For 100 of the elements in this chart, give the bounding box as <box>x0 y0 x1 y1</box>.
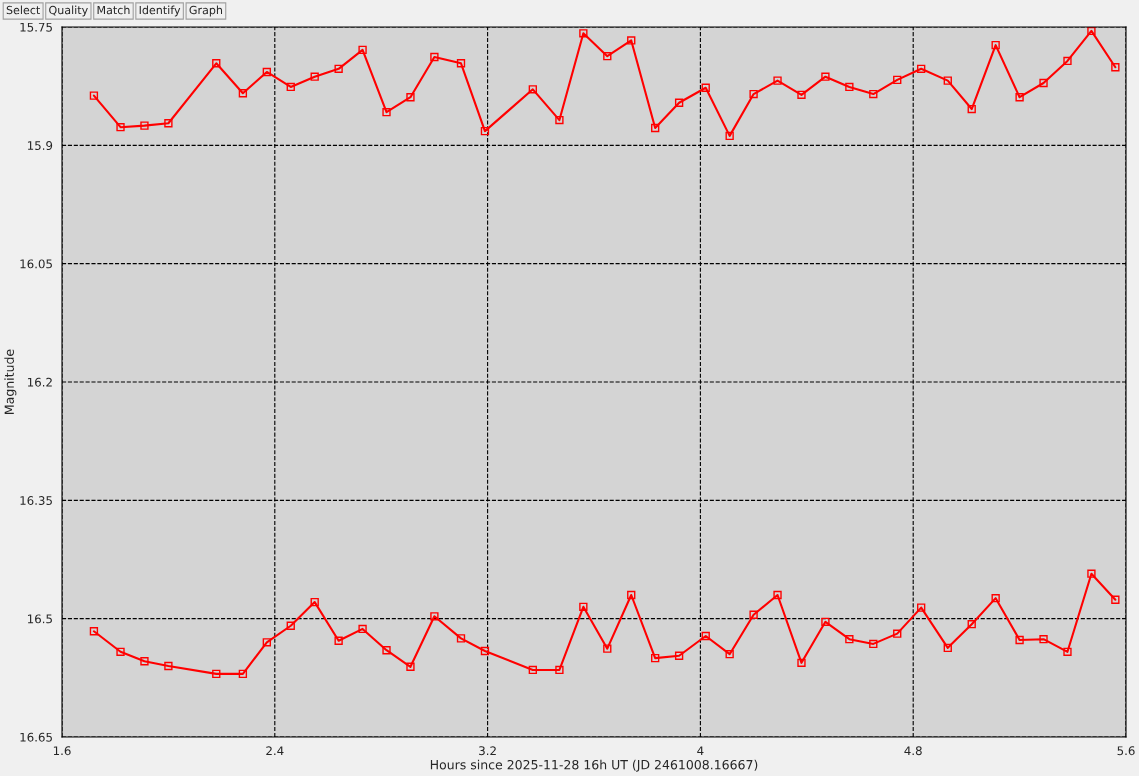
point <box>725 649 734 659</box>
point <box>1015 93 1024 102</box>
y-tick-label: 16.65 <box>20 732 52 742</box>
point <box>430 52 439 62</box>
point <box>893 629 902 638</box>
point <box>334 636 343 645</box>
point <box>701 631 710 641</box>
point <box>238 669 248 679</box>
point <box>651 653 660 663</box>
point <box>797 658 806 668</box>
point <box>406 662 415 671</box>
point <box>917 603 926 612</box>
point <box>845 82 854 92</box>
point <box>749 89 758 99</box>
point <box>262 638 271 647</box>
point <box>456 59 466 68</box>
text: Match <box>97 5 130 15</box>
point <box>1039 78 1048 88</box>
point <box>797 90 806 100</box>
point <box>893 75 902 85</box>
point <box>1111 595 1120 604</box>
point <box>310 72 319 81</box>
point <box>967 104 976 114</box>
point <box>725 131 734 141</box>
point <box>943 76 952 85</box>
point <box>701 83 710 92</box>
point <box>651 123 660 133</box>
point <box>1111 63 1120 72</box>
point <box>238 89 248 98</box>
point <box>1087 27 1096 36</box>
x-axis-title: Hours since 2025-11-28 16h UT (JD 2461008.16667) <box>430 759 758 772</box>
point <box>140 657 149 666</box>
point <box>89 627 99 636</box>
point <box>528 85 537 94</box>
point <box>1015 635 1024 645</box>
point <box>528 665 537 675</box>
point <box>555 665 564 675</box>
point <box>773 590 782 600</box>
point <box>358 45 367 55</box>
text: Identify <box>139 5 181 17</box>
point <box>845 635 854 644</box>
point <box>674 651 684 660</box>
point <box>212 669 221 679</box>
point <box>627 590 636 600</box>
point <box>749 610 758 619</box>
y-tick-label: 16.5 <box>27 614 52 624</box>
point <box>430 612 439 621</box>
point <box>869 639 878 649</box>
point <box>89 91 99 100</box>
point <box>579 602 588 612</box>
x-tick-label: 1.6 <box>53 746 71 756</box>
point <box>869 89 878 99</box>
point <box>1087 569 1096 578</box>
point <box>212 59 221 68</box>
point <box>116 123 125 132</box>
x-tick-label: 4.8 <box>904 746 922 756</box>
point <box>116 647 125 656</box>
point <box>310 597 319 607</box>
point <box>164 661 173 671</box>
point <box>967 620 976 629</box>
y-tick-label: 15.9 <box>27 141 53 150</box>
point <box>773 76 782 85</box>
point <box>579 29 588 38</box>
y-tick-label: 16.05 <box>20 259 52 269</box>
y-axis-title: Magnitude <box>4 349 17 414</box>
point <box>1063 647 1072 656</box>
point <box>382 108 391 117</box>
point <box>480 126 490 136</box>
x-tick-label: 3.2 <box>479 746 496 756</box>
point <box>1063 56 1072 66</box>
point <box>480 646 490 656</box>
point <box>674 98 684 107</box>
y-tick-label: 15.75 <box>20 22 52 32</box>
point <box>140 121 149 130</box>
point <box>943 643 952 653</box>
point <box>1039 635 1048 644</box>
x-tick-label: 5.6 <box>1117 746 1135 756</box>
y-tick-label: 16.2 <box>27 377 52 387</box>
point <box>358 624 367 634</box>
point <box>603 644 612 653</box>
point <box>262 67 271 77</box>
point <box>406 93 415 102</box>
point <box>382 646 391 655</box>
text: Graph <box>189 5 223 17</box>
point <box>286 621 295 630</box>
y-tick-label: 16.35 <box>20 496 52 505</box>
point <box>555 115 564 125</box>
text: Quality <box>49 5 88 17</box>
text: Select <box>6 5 41 15</box>
point <box>334 64 343 73</box>
point <box>627 36 636 45</box>
point <box>821 72 830 81</box>
x-tick-label: 2.4 <box>266 746 284 755</box>
point <box>286 82 295 92</box>
point <box>164 119 173 128</box>
x-tick-label: 4 <box>697 746 704 755</box>
point <box>821 617 830 626</box>
point <box>456 634 466 643</box>
point <box>991 593 1000 603</box>
point <box>917 64 926 73</box>
